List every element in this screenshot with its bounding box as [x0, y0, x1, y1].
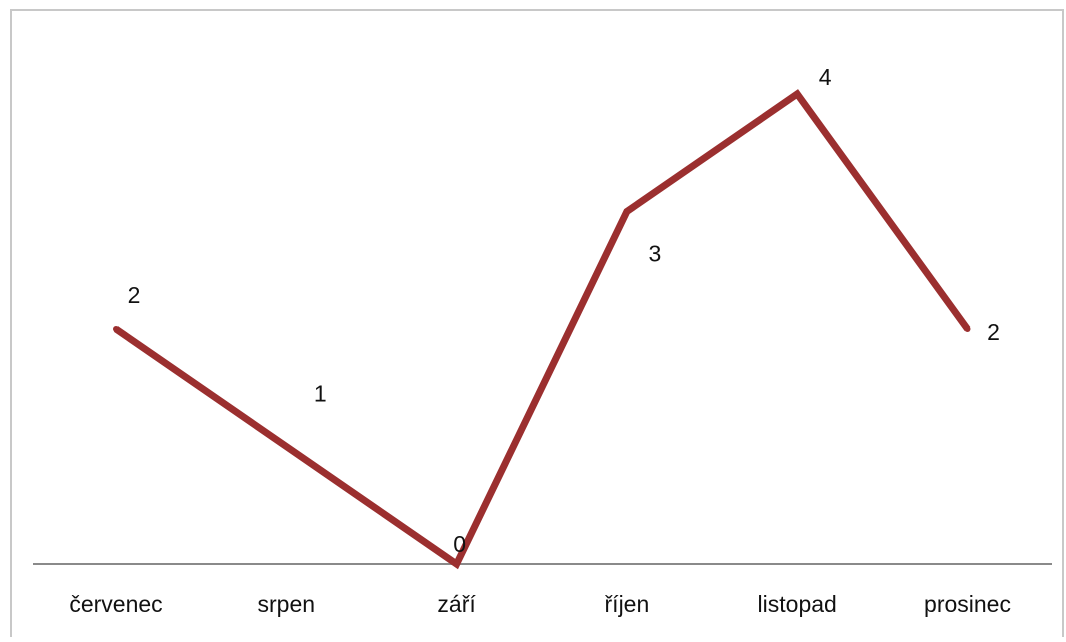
series-line [114, 89, 971, 570]
x-tick-label: listopad [758, 591, 837, 617]
data-labels-layer: 2 1 0 3 4 2 [128, 64, 1000, 557]
x-tick-labels-layer: červenec srpen září říjen listopad prosinec [69, 591, 1011, 617]
chart-border [10, 9, 1064, 642]
data-point [794, 91, 801, 97]
data-point [283, 443, 290, 450]
data-point [113, 326, 119, 332]
x-tick-label: říjen [605, 591, 650, 617]
x-tick-label: prosinec [924, 591, 1011, 617]
x-tick-label: srpen [258, 591, 316, 617]
data-label: 2 [128, 282, 141, 308]
data-label: 1 [314, 381, 327, 407]
data-label: 0 [453, 531, 466, 557]
data-point [623, 208, 630, 215]
data-label: 3 [649, 241, 662, 267]
data-point [964, 326, 971, 332]
data-label: 4 [819, 64, 832, 90]
x-tick-label: červenec [69, 591, 162, 617]
data-point [453, 561, 460, 567]
series-layer [113, 89, 971, 570]
data-label: 2 [987, 319, 1000, 345]
x-tick-label: září [437, 591, 476, 617]
